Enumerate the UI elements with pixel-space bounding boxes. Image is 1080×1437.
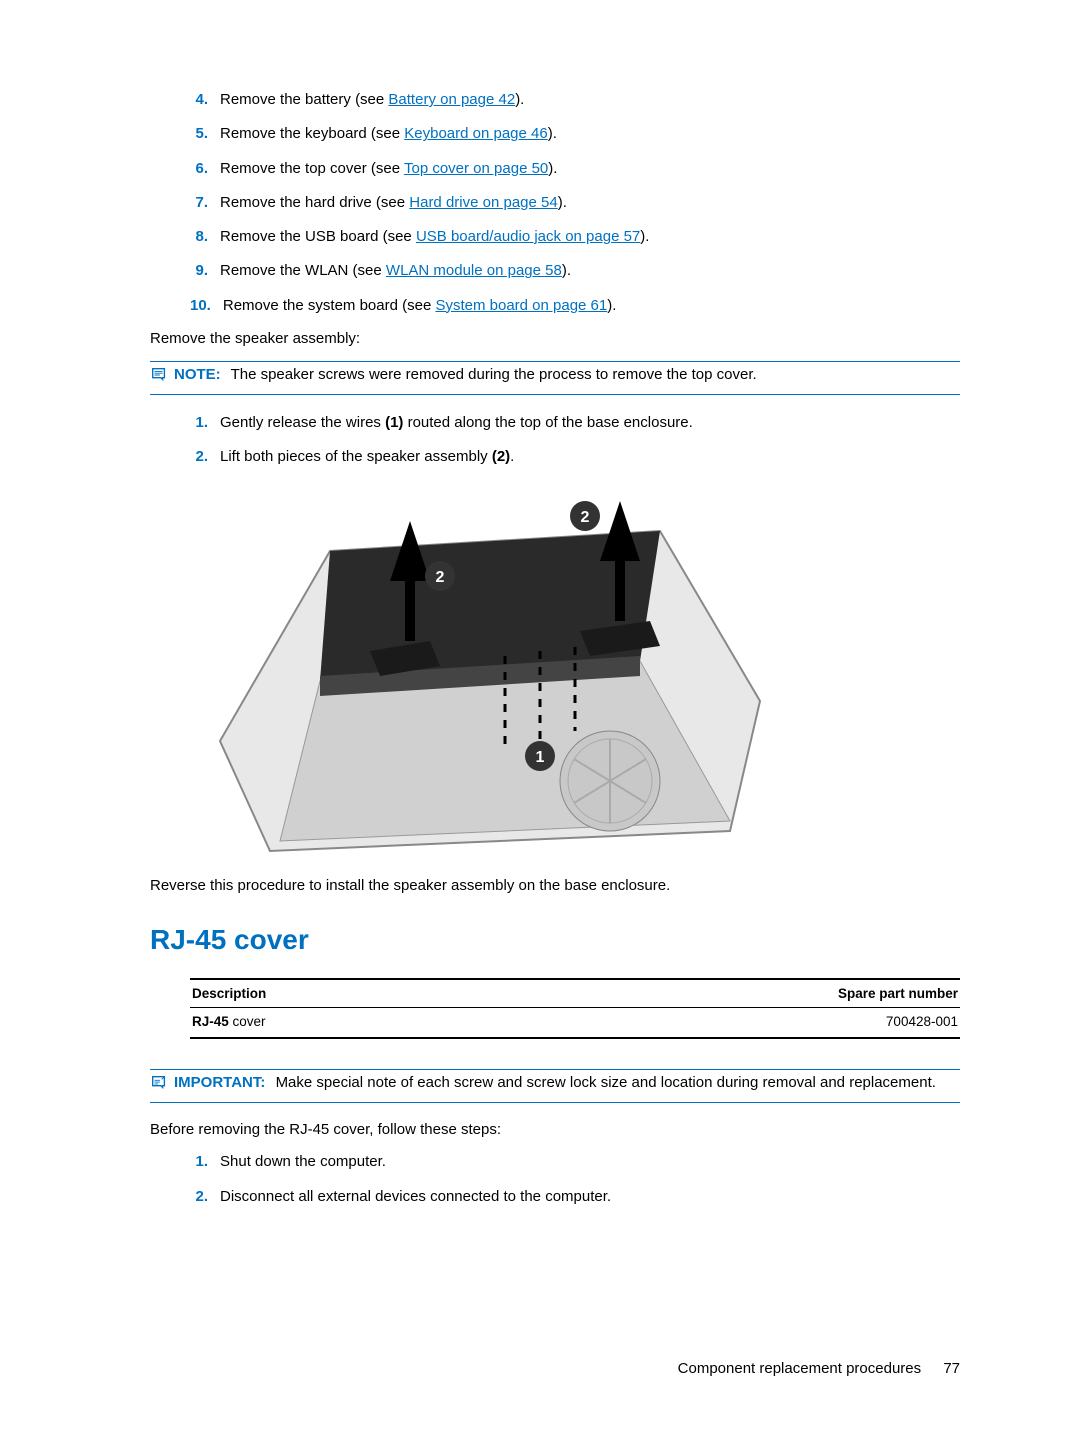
- th-description: Description: [190, 979, 488, 1008]
- rj45-steps-list: 1.Shut down the computer.2.Disconnect al…: [190, 1152, 960, 1207]
- step-number: 1.: [190, 413, 220, 433]
- step-number: 2.: [190, 447, 220, 467]
- svg-text:2: 2: [436, 569, 445, 586]
- important-label: IMPORTANT:: [174, 1074, 265, 1091]
- prereq-steps-list: 4.Remove the battery (see Battery on pag…: [190, 90, 960, 316]
- page-container: 4.Remove the battery (see Battery on pag…: [0, 0, 1080, 1437]
- prereq-step: 7.Remove the hard drive (see Hard drive …: [190, 193, 960, 213]
- step-number: 1.: [190, 1152, 220, 1172]
- step-text: Remove the battery (see Battery on page …: [220, 90, 960, 110]
- xref-link[interactable]: Top cover on page 50: [404, 160, 548, 177]
- svg-text:1: 1: [536, 749, 545, 766]
- step-text: Remove the hard drive (see Hard drive on…: [220, 193, 960, 213]
- parts-table: Description Spare part number RJ-45 cove…: [190, 978, 960, 1039]
- step-text: Remove the top cover (see Top cover on p…: [220, 159, 960, 179]
- section-heading-rj45: RJ-45 cover: [150, 924, 960, 956]
- th-spare: Spare part number: [488, 979, 960, 1008]
- note-block: NOTE: The speaker screws were removed du…: [150, 361, 960, 395]
- speaker-step: 1.Gently release the wires (1) routed al…: [190, 413, 960, 433]
- step-text: Disconnect all external devices connecte…: [220, 1187, 960, 1207]
- important-block: IMPORTANT: Make special note of each scr…: [150, 1069, 960, 1103]
- prereq-step: 6.Remove the top cover (see Top cover on…: [190, 159, 960, 179]
- important-body: Make special note of each screw and scre…: [276, 1074, 936, 1091]
- prereq-step: 8.Remove the USB board (see USB board/au…: [190, 227, 960, 247]
- step-text: Remove the keyboard (see Keyboard on pag…: [220, 124, 960, 144]
- td-spare: 700428-001: [488, 1008, 960, 1039]
- step-text: Remove the WLAN (see WLAN module on page…: [220, 261, 960, 281]
- footer-page-number: 77: [943, 1360, 960, 1377]
- step-text: Lift both pieces of the speaker assembly…: [220, 447, 960, 467]
- speaker-step: 2.Lift both pieces of the speaker assemb…: [190, 447, 960, 467]
- important-icon: [150, 1074, 170, 1096]
- step-text: Shut down the computer.: [220, 1152, 960, 1172]
- prereq-step: 9.Remove the WLAN (see WLAN module on pa…: [190, 261, 960, 281]
- step-text: Remove the system board (see System boar…: [223, 296, 960, 316]
- step-number: 4.: [190, 90, 220, 110]
- illustration: 1 2 2: [210, 481, 960, 861]
- xref-link[interactable]: Keyboard on page 46: [404, 125, 547, 142]
- step-number: 5.: [190, 124, 220, 144]
- prereq-step: 4.Remove the battery (see Battery on pag…: [190, 90, 960, 110]
- xref-link[interactable]: Hard drive on page 54: [409, 194, 557, 211]
- rj45-step: 1.Shut down the computer.: [190, 1152, 960, 1172]
- step-number: 9.: [190, 261, 220, 281]
- note-icon: [150, 366, 170, 388]
- footer-label: Component replacement procedures: [678, 1360, 921, 1377]
- step-number: 8.: [190, 227, 220, 247]
- before-line: Before removing the RJ-45 cover, follow …: [150, 1121, 960, 1138]
- note-body: The speaker screws were removed during t…: [231, 366, 757, 383]
- step-number: 2.: [190, 1187, 220, 1207]
- remove-speaker-line: Remove the speaker assembly:: [150, 330, 960, 347]
- note-text-wrap: NOTE: The speaker screws were removed du…: [174, 366, 757, 383]
- page-footer: Component replacement procedures 77: [678, 1360, 960, 1377]
- svg-text:2: 2: [581, 509, 590, 526]
- table-row: RJ-45 cover 700428-001: [190, 1008, 960, 1039]
- step-text: Gently release the wires (1) routed alon…: [220, 413, 960, 433]
- xref-link[interactable]: WLAN module on page 58: [386, 262, 562, 279]
- td-desc: RJ-45 cover: [190, 1008, 488, 1039]
- rj45-step: 2.Disconnect all external devices connec…: [190, 1187, 960, 1207]
- reverse-line: Reverse this procedure to install the sp…: [150, 877, 960, 894]
- speaker-steps-list: 1.Gently release the wires (1) routed al…: [190, 413, 960, 468]
- step-number: 10.: [190, 296, 223, 316]
- xref-link[interactable]: System board on page 61: [435, 297, 607, 314]
- xref-link[interactable]: Battery on page 42: [388, 91, 515, 108]
- step-text: Remove the USB board (see USB board/audi…: [220, 227, 960, 247]
- prereq-step: 5.Remove the keyboard (see Keyboard on p…: [190, 124, 960, 144]
- step-number: 6.: [190, 159, 220, 179]
- prereq-step: 10.Remove the system board (see System b…: [190, 296, 960, 316]
- note-label: NOTE:: [174, 366, 221, 383]
- important-text-wrap: IMPORTANT: Make special note of each scr…: [174, 1074, 936, 1091]
- step-number: 7.: [190, 193, 220, 213]
- xref-link[interactable]: USB board/audio jack on page 57: [416, 228, 640, 245]
